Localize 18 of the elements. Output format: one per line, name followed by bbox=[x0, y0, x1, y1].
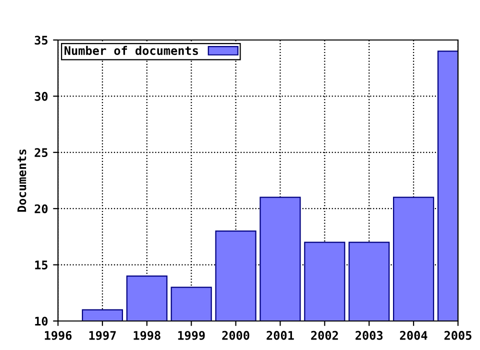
y-tick-label: 35 bbox=[34, 36, 48, 45]
x-tick-label: 2003 bbox=[356, 330, 383, 340]
x-tick-label: 2001 bbox=[266, 330, 294, 340]
x-tick-label: 2005 bbox=[444, 330, 472, 340]
x-tick-label: 1996 bbox=[44, 330, 72, 340]
x-tick-label: 1997 bbox=[89, 331, 116, 340]
y-axis-title: Documents bbox=[17, 149, 26, 212]
x-tick-label: 2000 bbox=[222, 330, 250, 340]
x-tick-label: 1998 bbox=[134, 330, 160, 340]
y-tick-label: 25 bbox=[34, 148, 48, 158]
x-tick-label: 2004 bbox=[400, 330, 428, 340]
y-tick-label: 30 bbox=[34, 92, 48, 101]
x-tick-label: 1999 bbox=[178, 331, 205, 340]
legend-label: Number of documents bbox=[64, 46, 198, 56]
y-tick-label: 20 bbox=[34, 204, 48, 214]
y-tick-label: 15 bbox=[35, 260, 48, 270]
y-tick-label: 10 bbox=[35, 316, 48, 326]
x-tick-label: 2002 bbox=[311, 330, 338, 340]
